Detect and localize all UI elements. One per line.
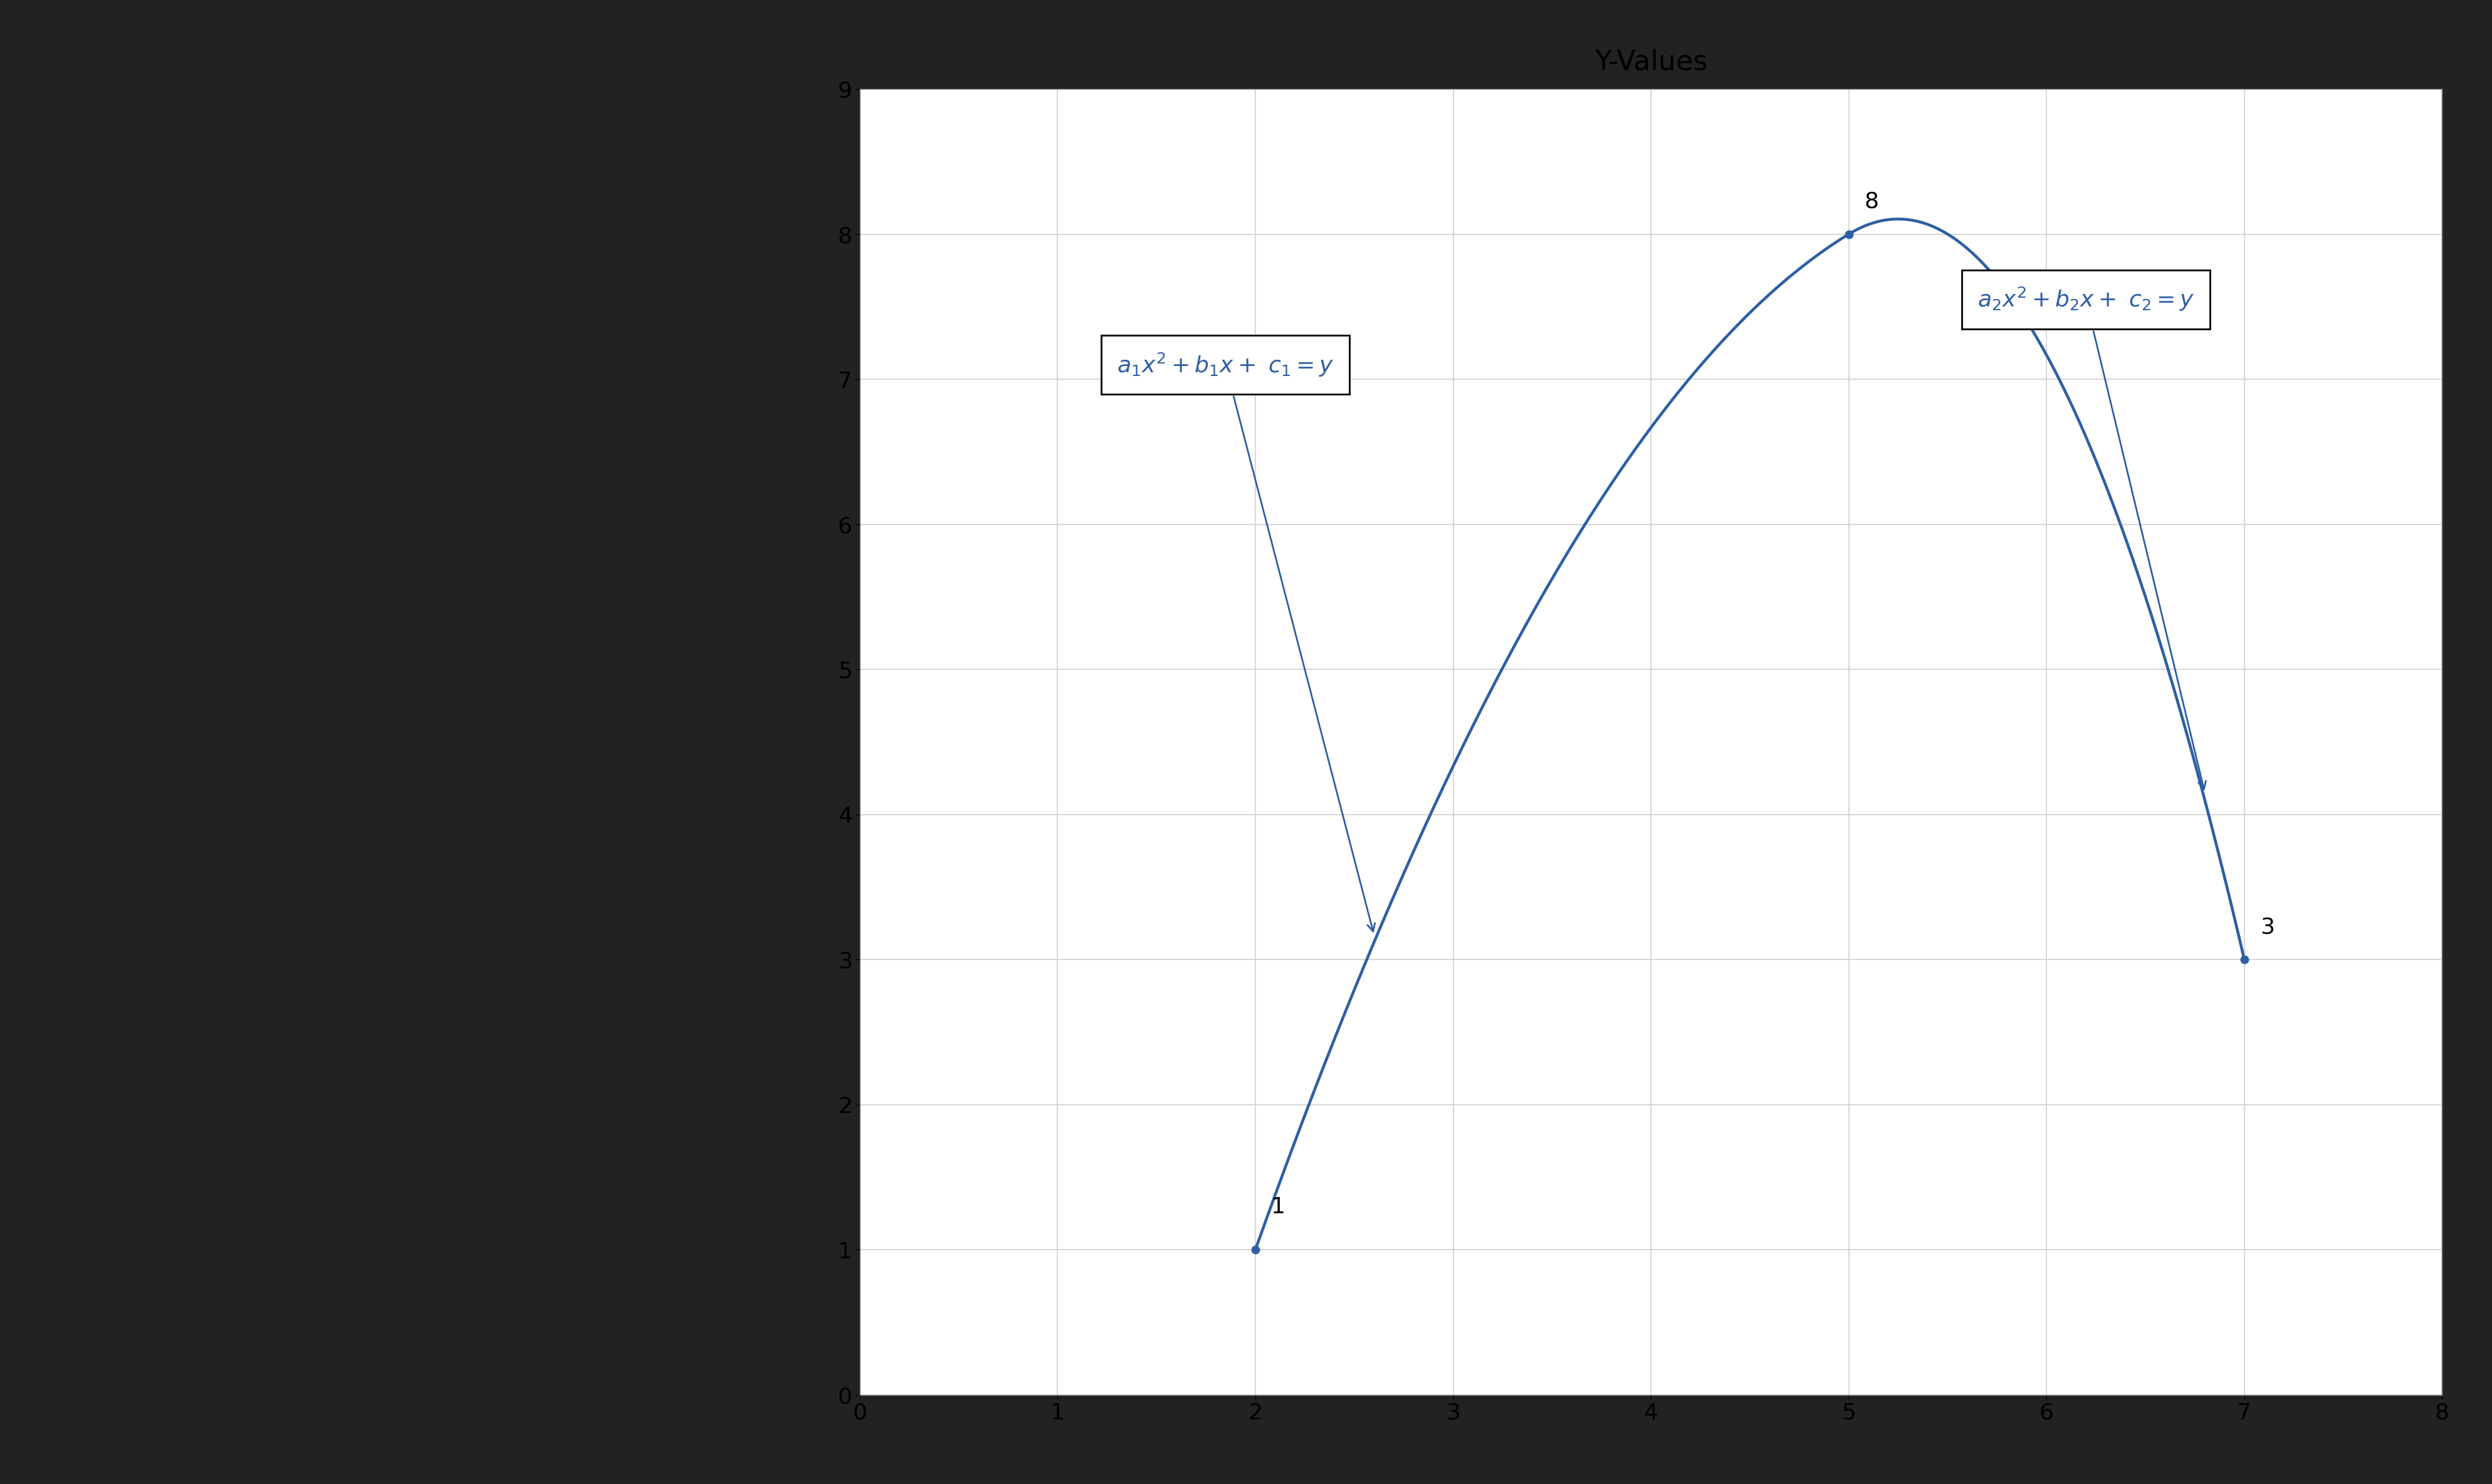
Text: 3: 3 [2260,917,2275,938]
Text: $a_1x^2 + b_1x +\ c_1 = y$: $a_1x^2 + b_1x +\ c_1 = y$ [1116,352,1376,932]
Text: $a_2x^2 + b_2x +\ c_2 = y$: $a_2x^2 + b_2x +\ c_2 = y$ [1976,286,2205,789]
Text: 8: 8 [1864,191,1879,212]
Text: 1: 1 [1271,1196,1286,1218]
Title: Y-Values: Y-Values [1595,49,1707,76]
